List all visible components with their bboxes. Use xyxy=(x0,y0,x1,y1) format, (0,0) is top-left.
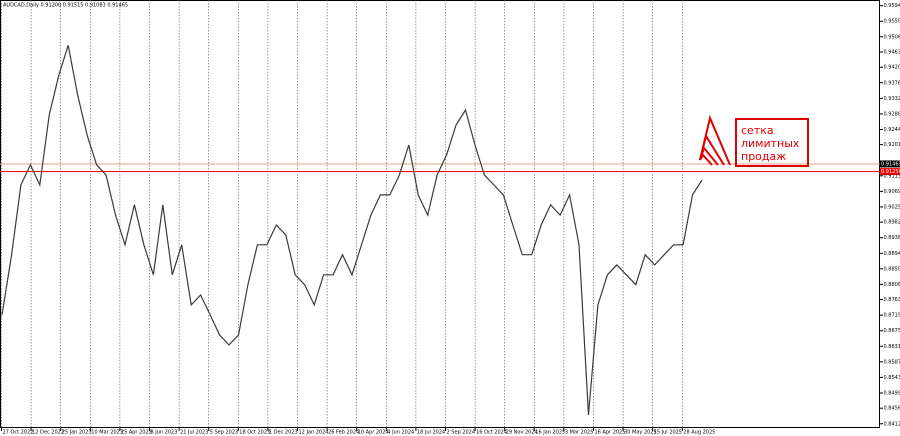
x-tick-label: 18 Jul 2024 xyxy=(417,430,445,436)
chart-title: AUDCAD,Daily 0.91200 0.91515 0.91083 0.9… xyxy=(3,3,128,9)
x-tick-label: 10 Apr 2024 xyxy=(358,430,389,436)
plot-frame xyxy=(0,0,880,428)
x-tick-label: 1 Dec 2023 xyxy=(269,430,298,436)
x-tick-label: 3 Mar 2025 xyxy=(565,430,594,436)
price-levels: 0.91465 0.91250 xyxy=(0,160,900,176)
price-tag-label: 0.91250 xyxy=(881,169,900,175)
x-tick-label: 25 Apr 2023 xyxy=(121,430,152,436)
price-tag-label: 0.91465 xyxy=(881,161,900,167)
x-tick-label: 16 Oct 2024 xyxy=(476,430,507,436)
arrow xyxy=(699,153,713,166)
x-tick-label: 18 Oct 2023 xyxy=(239,430,270,436)
x-tick-label: 25 Jan 2023 xyxy=(62,430,92,436)
x-tick-label: 10 Mar 2023 xyxy=(91,430,123,436)
x-tick-label: 8 Jun 2023 xyxy=(151,430,178,436)
x-tick-label: 26 Feb 2024 xyxy=(328,430,359,436)
x-tick-label: 2 Sep 2024 xyxy=(447,430,476,436)
price-line xyxy=(1,45,703,415)
x-tick-label: 27 Oct 2022 xyxy=(3,430,34,436)
series xyxy=(1,45,703,415)
annotation-line: сетка xyxy=(741,124,774,137)
x-tick-label: 12 Jan 2024 xyxy=(299,430,329,436)
x-tick-label: 30 May 2025 xyxy=(624,430,657,436)
x-tick-label: 4 Jun 2024 xyxy=(387,430,414,436)
x-tick-label: 5 Sep 2023 xyxy=(210,430,239,436)
price-tag xyxy=(880,160,900,168)
annotation-line: лимитных xyxy=(741,137,800,150)
arrows xyxy=(699,114,731,166)
x-tick-label: 12 Dec 2022 xyxy=(32,430,64,436)
x-tick-label: 28 Aug 2025 xyxy=(683,430,715,436)
y-tick-label: 0.95940 xyxy=(884,3,900,9)
x-tick-label: 21 Jul 2023 xyxy=(180,430,208,436)
x-tick-label: 16 Apr 2025 xyxy=(595,430,626,436)
annotation-line: продаж xyxy=(741,150,786,163)
grid xyxy=(1,0,683,428)
x-tick-label: 15 Jul 2025 xyxy=(654,430,682,436)
price-tag xyxy=(880,168,900,176)
x-tick-label: 29 Nov 2024 xyxy=(506,430,538,436)
annotation-box xyxy=(735,118,809,167)
x-tick-label: 16 Jan 2025 xyxy=(535,430,565,436)
